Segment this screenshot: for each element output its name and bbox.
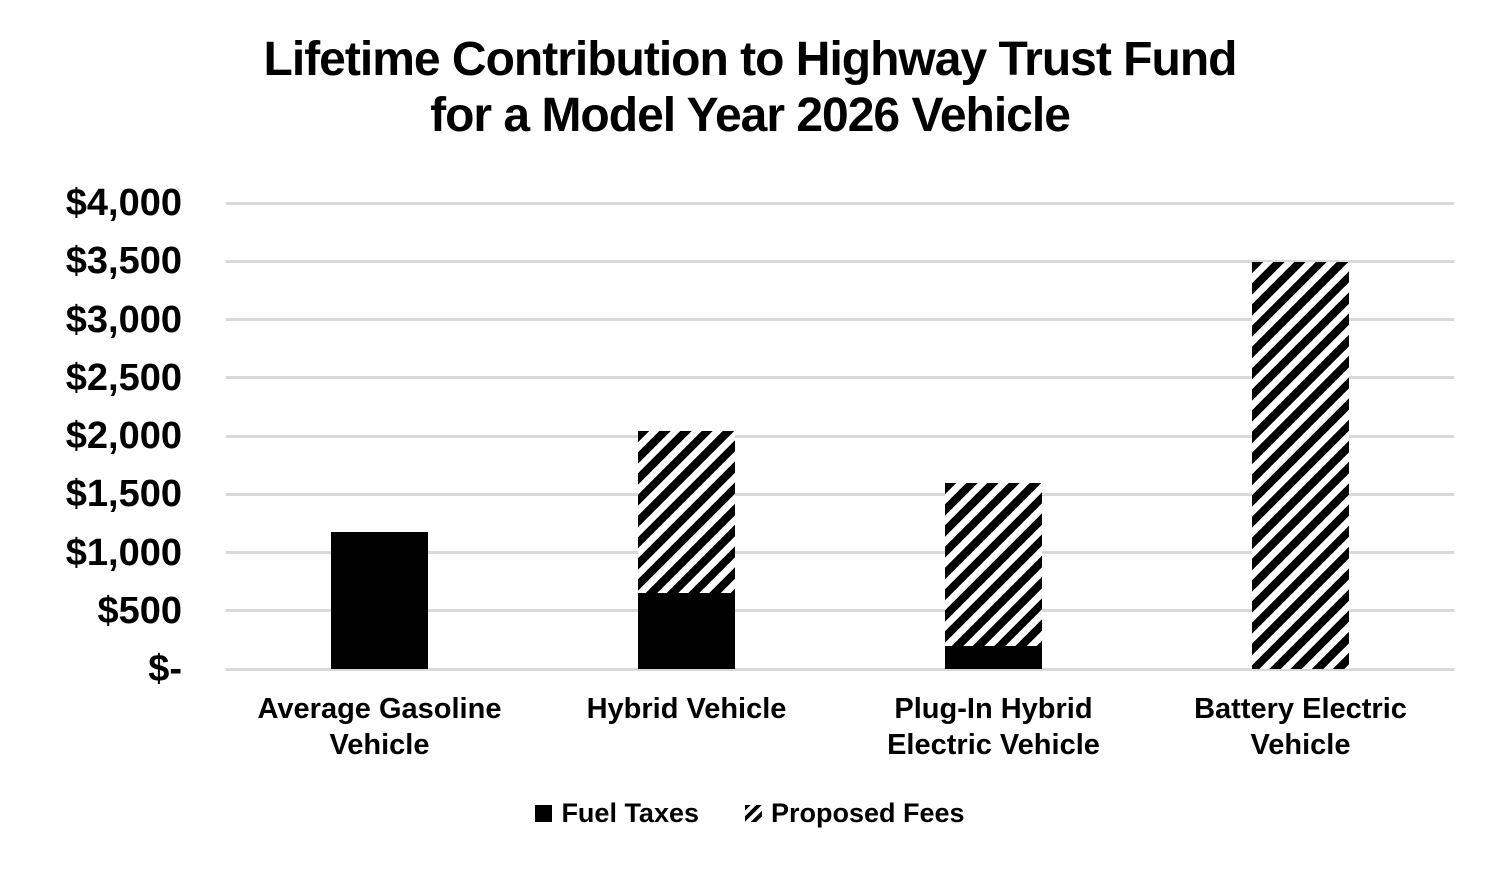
chart-title: Lifetime Contribution to Highway Trust F… bbox=[0, 32, 1500, 143]
gridline bbox=[226, 201, 1454, 205]
y-tick-label: $4,000 bbox=[65, 182, 182, 224]
legend-swatch-fuel-taxes-icon bbox=[535, 805, 553, 822]
gridline bbox=[226, 376, 1454, 380]
x-label-plug-in-hybrid: Plug-In Hybrid Electric Vehicle bbox=[887, 693, 1100, 761]
y-tick-label: $- bbox=[148, 648, 182, 690]
y-tick-label: $2,000 bbox=[65, 415, 182, 457]
legend-item-proposed-fees: Proposed Fees bbox=[745, 798, 965, 829]
legend-label-proposed-fees: Proposed Fees bbox=[771, 798, 965, 828]
y-axis: $- $500 $1,000 $1,500 $2,000 $2,500 $3,000 $3,5… bbox=[0, 182, 182, 690]
legend-label-fuel-taxes: Fuel Taxes bbox=[561, 798, 699, 828]
gridline bbox=[226, 492, 1454, 496]
y-tick-label: $1,000 bbox=[65, 531, 182, 574]
x-axis: Average Gasoline Vehicle Hybrid Vehicle Pl… bbox=[226, 691, 1454, 771]
gridline bbox=[226, 434, 1454, 438]
y-tick-label: $2,500 bbox=[65, 356, 182, 399]
x-label-hybrid-vehicle: Hybrid Vehicle bbox=[586, 693, 787, 725]
gridline bbox=[226, 609, 1454, 613]
y-tick-label: $500 bbox=[97, 589, 182, 632]
plot-area bbox=[226, 201, 1454, 671]
gridline bbox=[226, 259, 1454, 263]
bar-segment-hybrid-vehicle-proposed-fees bbox=[638, 431, 735, 594]
y-tick-label: $3,500 bbox=[65, 240, 182, 283]
legend: Fuel Taxes Proposed Fees bbox=[0, 798, 1500, 829]
bar-segment-plug-in-hybrid-proposed-fees bbox=[945, 482, 1042, 646]
chart-title-line2: for a Model Year 2026 Vehicle bbox=[430, 88, 1071, 142]
legend-item-fuel-taxes: Fuel Taxes bbox=[535, 798, 699, 829]
legend-swatch-proposed-fees-icon bbox=[745, 805, 762, 822]
bar-segment-battery-electric-proposed-fees bbox=[1252, 262, 1349, 669]
x-label-battery-electric: Battery Electric Vehicle bbox=[1194, 693, 1407, 761]
bar-segment-average-gasoline-fuel-taxes bbox=[331, 532, 428, 669]
gridline bbox=[226, 551, 1454, 554]
y-tick-label: $3,000 bbox=[65, 298, 182, 341]
x-label-average-gasoline: Average Gasoline Vehicle bbox=[257, 693, 502, 761]
gridline bbox=[226, 318, 1454, 321]
y-tick-label: $1,500 bbox=[65, 473, 182, 516]
chart-title-line1: Lifetime Contribution to Highway Trust F… bbox=[263, 33, 1238, 86]
bar-segment-hybrid-vehicle-fuel-taxes bbox=[638, 593, 735, 669]
gridline bbox=[226, 667, 1454, 671]
bar-segment-plug-in-hybrid-fuel-taxes bbox=[945, 645, 1042, 669]
